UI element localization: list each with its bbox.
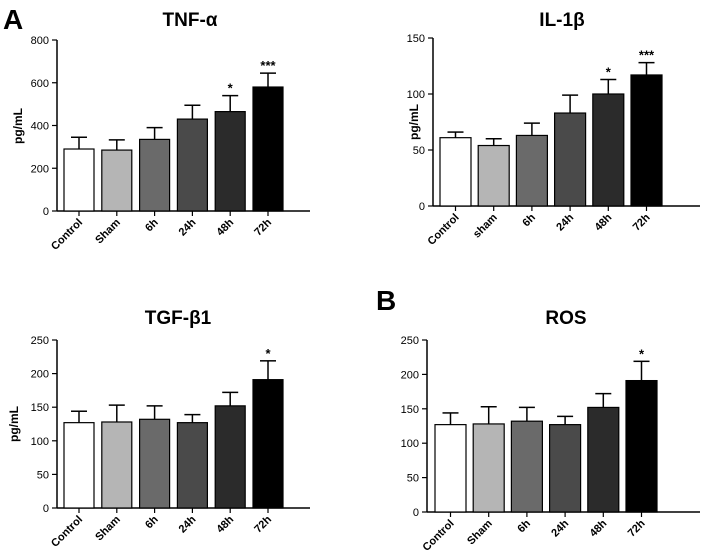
category-label: 72h	[252, 216, 274, 238]
y-tick-label: 150	[401, 404, 419, 416]
category-label: Control	[420, 518, 456, 554]
significance-label: *	[606, 64, 612, 79]
bar-48h	[592, 93, 625, 207]
ros-chart: ROS 0 50 100 150 200 250 Control Sham 6h 24h 48h * 72…	[401, 308, 700, 554]
y-tick-label: 200	[31, 369, 49, 381]
category-label: Control	[49, 514, 85, 550]
category-label: 48h	[593, 211, 615, 233]
y-tick-label: 50	[37, 469, 49, 481]
category-label: 72h	[631, 211, 653, 233]
category-label: 24h	[177, 513, 199, 535]
significance-label: *	[228, 81, 234, 96]
bar-6h	[139, 138, 171, 212]
bar-48h	[214, 405, 246, 509]
bar-72h	[252, 379, 284, 509]
y-tick-label: 0	[419, 201, 425, 213]
y-tick-label: 200	[401, 369, 419, 381]
y-tick-label: 200	[31, 163, 49, 175]
bar-control	[434, 424, 467, 513]
bar-48h	[214, 111, 246, 212]
y-tick-label: 150	[407, 33, 425, 45]
y-tick-label: 100	[401, 438, 419, 450]
category-label: 6h	[515, 517, 533, 535]
y-tick-label: 400	[31, 121, 49, 133]
category-label: 72h	[626, 517, 648, 539]
y-axis-label: pg/mL	[11, 108, 25, 144]
il-1-beta-chart: IL-1β pg/mL 0 50 100 150 Control sham 6h 24h * 48h *…	[407, 10, 700, 248]
bar-6h	[515, 134, 549, 207]
category-label: 72h	[252, 513, 274, 535]
category-label: Control	[425, 212, 461, 248]
bar-sham	[101, 149, 133, 212]
category-label: Sham	[93, 216, 123, 246]
significance-label: ***	[639, 48, 655, 63]
bar-24h	[548, 424, 582, 513]
y-tick-label: 250	[31, 335, 49, 347]
significance-label: ***	[260, 58, 276, 73]
bar-control	[63, 148, 95, 212]
y-tick-label: 50	[413, 145, 425, 157]
chart-title: TNF-α	[163, 10, 218, 31]
category-label: 6h	[143, 216, 161, 234]
bar-48h	[587, 406, 620, 513]
bar-sham	[472, 423, 505, 513]
category-label: 48h	[214, 513, 236, 535]
bar-72h	[625, 379, 658, 513]
category-label: sham	[471, 211, 500, 240]
y-axis-label: pg/mL	[407, 104, 421, 140]
chart-title: ROS	[545, 308, 586, 329]
category-label: 48h	[588, 517, 610, 539]
bar-72h	[252, 86, 284, 212]
y-tick-label: 150	[31, 402, 49, 414]
chart-title: IL-1β	[539, 10, 584, 31]
bar-24h	[176, 422, 208, 509]
y-axis-label: pg/mL	[7, 406, 21, 442]
y-tick-label: 250	[401, 335, 419, 347]
tnf-alpha-chart: TNF-α pg/mL 0 200 400 600 800 Control Sham 6h 24h *…	[11, 10, 310, 253]
chart-title: TGF-β1	[145, 308, 212, 329]
y-tick-label: 0	[43, 503, 49, 515]
bar-sham	[477, 144, 510, 207]
y-tick-label: 100	[407, 89, 425, 101]
panel-letter-b: B	[376, 285, 396, 316]
bar-sham	[101, 421, 133, 509]
y-tick-label: 0	[43, 206, 49, 218]
bar-72h	[630, 74, 663, 207]
category-label: Sham	[93, 513, 123, 543]
bar-24h	[176, 118, 208, 212]
category-label: 24h	[177, 216, 199, 238]
bar-control	[63, 422, 95, 509]
tgf-beta1-chart: TGF-β1 pg/mL 0 50 100 150 200 250 Control Sham 6h 2…	[7, 308, 310, 550]
category-label: 48h	[214, 216, 236, 238]
category-label: Control	[49, 217, 85, 253]
y-tick-label: 100	[31, 436, 49, 448]
y-tick-label: 0	[413, 507, 419, 519]
y-tick-label: 600	[31, 78, 49, 90]
category-label: Sham	[465, 517, 495, 547]
bar-6h	[139, 418, 171, 509]
significance-label: *	[265, 346, 271, 361]
bar-24h	[553, 112, 587, 207]
category-label: 6h	[520, 211, 538, 229]
bar-6h	[510, 420, 543, 513]
category-label: 6h	[143, 513, 161, 531]
significance-label: *	[639, 346, 645, 361]
y-tick-label: 50	[407, 473, 419, 485]
category-label: 24h	[554, 211, 576, 233]
panel-letter-a: A	[3, 4, 23, 35]
bar-control	[439, 137, 472, 207]
category-label: 24h	[549, 517, 571, 539]
y-tick-label: 800	[31, 35, 49, 47]
